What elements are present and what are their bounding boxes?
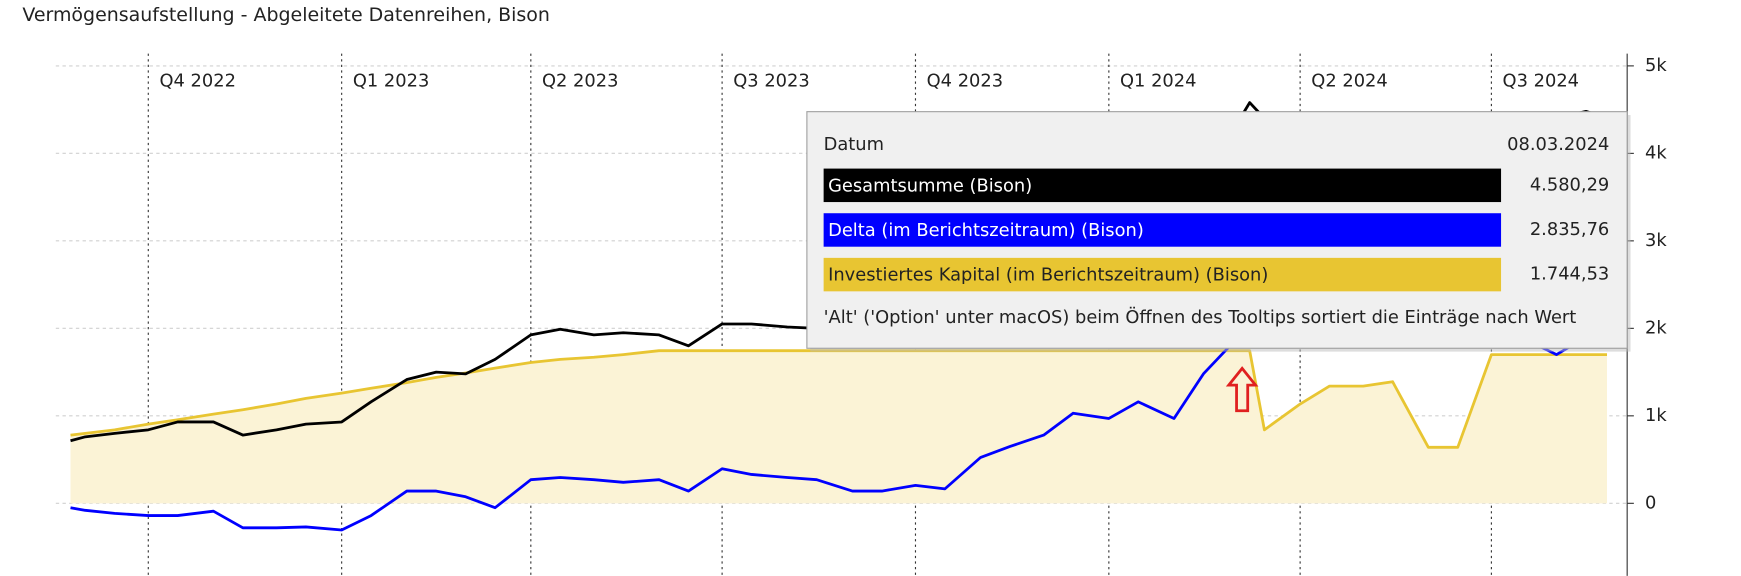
- tooltip-series-name: Delta (im Berichtszeitraum) (Bison): [828, 220, 1144, 241]
- y-tick-label: 2k: [1645, 317, 1667, 338]
- y-tick-label: 0: [1645, 492, 1656, 513]
- x-tick-label: Q1 2023: [353, 71, 429, 92]
- area: [70, 350, 1608, 504]
- y-tick-label: 1k: [1645, 405, 1667, 426]
- x-tick-label: Q4 2023: [927, 71, 1003, 92]
- tooltip-value: 1.744,53: [1530, 264, 1609, 285]
- tooltip-value: 2.835,76: [1530, 219, 1609, 240]
- tooltip-hint: 'Alt' ('Option' unter macOS) beim Öffnen…: [824, 306, 1577, 328]
- tooltip-swatch: [823, 168, 1502, 203]
- x-tick-label: Q1 2024: [1120, 71, 1196, 92]
- chart-title: Vermögensaufstellung - Abgeleitete Daten…: [22, 4, 550, 26]
- tooltip-series-name: Gesamtsumme (Bison): [828, 175, 1032, 196]
- x-tick-label: Q4 2022: [159, 71, 235, 92]
- x-tick-label: Q3 2024: [1503, 71, 1579, 92]
- tooltip-x: 08.03.2024: [1507, 134, 1609, 155]
- y-tick-label: 3k: [1645, 230, 1667, 251]
- tooltip-swatch: [823, 257, 1502, 292]
- tooltip-value: 4.580,29: [1530, 174, 1609, 195]
- tooltip: Datum 08.03.2024 Gesamtsumme (Bison) 4.580,…: [806, 111, 1631, 352]
- x-tick-label: Q3 2023: [733, 71, 809, 92]
- x-tick-label: Q2 2024: [1311, 71, 1387, 92]
- y-tick-label: 4k: [1645, 142, 1667, 163]
- x-tick-label: Q2 2023: [542, 71, 618, 92]
- tooltip-x-label: Datum: [824, 134, 884, 155]
- tooltip-swatch: [823, 213, 1502, 247]
- y-tick-label: 5k: [1645, 55, 1667, 76]
- cursor-arrow: [1225, 366, 1259, 413]
- tooltip-series-name: Investiertes Kapital (im Berichtszeitrau…: [828, 265, 1268, 286]
